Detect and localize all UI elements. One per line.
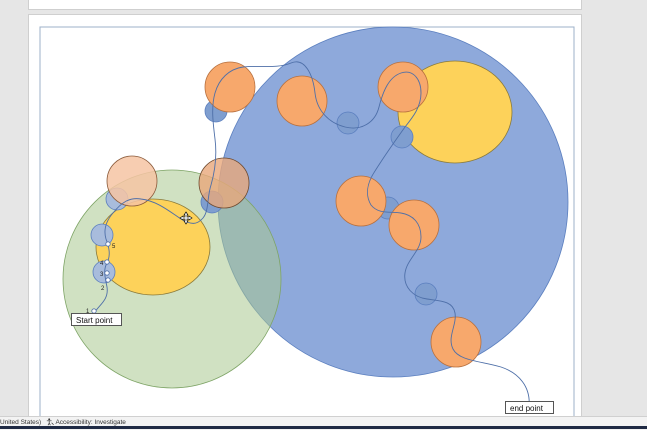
small-blue-circle[interactable] bbox=[414, 282, 438, 306]
orange-circle[interactable] bbox=[106, 155, 158, 207]
step-number: 3 bbox=[100, 272, 104, 278]
end-point-label[interactable]: end point bbox=[505, 401, 554, 414]
small-blue-circle[interactable] bbox=[336, 111, 360, 135]
taskbar-edge bbox=[0, 426, 647, 429]
orange-circle[interactable] bbox=[335, 175, 387, 227]
orange-circle[interactable] bbox=[198, 157, 250, 209]
orange-circle[interactable] bbox=[377, 61, 429, 113]
step-marker[interactable] bbox=[105, 277, 111, 283]
yellow-ellipse-left[interactable] bbox=[95, 198, 211, 296]
step-number: 2 bbox=[101, 286, 105, 292]
step-number: 1 bbox=[86, 309, 90, 315]
step-number: 5 bbox=[112, 244, 116, 250]
small-blue-circle[interactable] bbox=[90, 223, 114, 247]
step-number: 4 bbox=[100, 261, 104, 267]
accessibility-status[interactable]: Accessibility: Investigate bbox=[46, 417, 126, 429]
accessibility-label: Accessibility: Investigate bbox=[55, 419, 126, 426]
previous-slide-edge[interactable] bbox=[28, 0, 582, 10]
step-marker[interactable] bbox=[104, 270, 110, 276]
small-blue-circle[interactable] bbox=[390, 125, 414, 149]
orange-circle[interactable] bbox=[430, 316, 482, 368]
slide-frame bbox=[39, 26, 575, 419]
cursor-move-icon bbox=[179, 211, 193, 225]
step-marker[interactable] bbox=[105, 241, 111, 247]
start-point-label[interactable]: Start point bbox=[71, 313, 122, 326]
diagram: 1 2 3 4 5 bbox=[39, 26, 575, 419]
orange-circle[interactable] bbox=[388, 199, 440, 251]
orange-circle[interactable] bbox=[204, 61, 256, 113]
slide-workspace: 1 2 3 4 5 Start point end point bbox=[28, 0, 582, 420]
route-path[interactable] bbox=[94, 61, 530, 408]
small-blue-circle[interactable] bbox=[92, 260, 116, 284]
slide-canvas[interactable]: 1 2 3 4 5 Start point end point bbox=[28, 14, 582, 420]
language-indicator[interactable]: United States) bbox=[0, 419, 42, 426]
step-marker[interactable] bbox=[104, 259, 110, 265]
orange-circle[interactable] bbox=[276, 75, 328, 127]
